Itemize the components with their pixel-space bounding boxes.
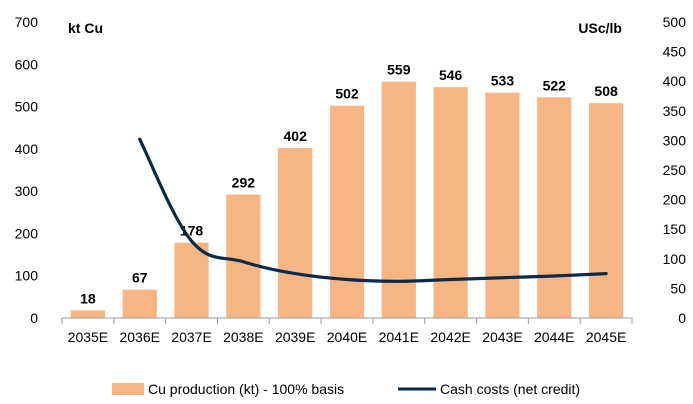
x-axis-tick-label: 2039E: [275, 329, 315, 345]
right-axis-tick-label: 150: [663, 221, 687, 237]
right-axis-unit-label: USc/lb: [578, 20, 622, 36]
left-axis-tick-label: 400: [15, 141, 39, 157]
x-axis-tick-label: 2045E: [586, 329, 626, 345]
x-axis-tick-label: 2040E: [327, 329, 367, 345]
bar-data-label: 546: [439, 67, 463, 83]
left-axis-tick-label: 0: [30, 310, 38, 326]
right-axis-ticks: 0 50 100 150 200 250 300 350 400 450 500: [663, 14, 687, 326]
bar-data-label: 522: [543, 77, 567, 93]
legend-swatch-bar: [112, 383, 144, 395]
bar: [278, 148, 313, 318]
bar-data-label: 402: [284, 128, 308, 144]
right-axis-tick-label: 400: [663, 73, 687, 89]
bar: [485, 92, 520, 318]
bar-data-label: 67: [132, 270, 148, 286]
right-axis-tick-label: 300: [663, 132, 687, 148]
right-axis-tick-label: 200: [663, 192, 687, 208]
x-axis-ticks: 2035E 2036E 2037E 2038E 2039E 2040E 2041E 2042E…: [61, 318, 633, 345]
bar: [70, 310, 106, 318]
x-axis-tick-label: 2037E: [171, 329, 211, 345]
x-axis-tick-label: 2038E: [223, 329, 263, 345]
bar-data-label: 502: [335, 86, 359, 102]
bar-data-label: 292: [232, 175, 256, 191]
bar: [226, 194, 261, 318]
left-axis-tick-label: 500: [15, 99, 39, 115]
bar: [433, 87, 468, 319]
bar: [537, 97, 572, 318]
left-axis-unit-label: kt Cu: [68, 20, 103, 36]
legend: Cu production (kt) - 100% basis Cash cos…: [112, 381, 580, 397]
line-series: [138, 137, 608, 283]
bar: [329, 105, 365, 319]
right-axis-tick-label: 100: [663, 251, 687, 267]
x-axis-tick-label: 2035E: [68, 329, 108, 345]
x-axis-tick-label: 2042E: [430, 329, 470, 345]
bar-data-label: 18: [80, 290, 96, 306]
bar-series: [70, 81, 624, 319]
right-axis-tick-label: 500: [663, 14, 687, 30]
left-axis-ticks: 0 100 200 300 400 500 600 700: [15, 14, 39, 326]
left-axis-tick-label: 600: [15, 56, 39, 72]
left-axis-tick-label: 200: [15, 225, 39, 241]
bar: [588, 103, 624, 318]
x-axis-tick-label: 2041E: [379, 329, 419, 345]
bar: [174, 242, 209, 318]
right-axis-tick-label: 0: [678, 310, 686, 326]
right-axis-tick-label: 50: [670, 280, 686, 296]
bar-data-label: 508: [594, 83, 618, 99]
x-axis-tick-label: 2036E: [119, 329, 159, 345]
right-axis-tick-label: 350: [663, 103, 687, 119]
right-axis-tick-label: 250: [663, 162, 687, 178]
x-axis-tick-label: 2043E: [482, 329, 522, 345]
left-axis-tick-label: 100: [15, 268, 39, 284]
left-axis-tick-label: 700: [15, 14, 39, 30]
legend-label-bar: Cu production (kt) - 100% basis: [148, 381, 344, 397]
right-axis-tick-label: 450: [663, 44, 687, 60]
left-axis-tick-label: 300: [15, 183, 39, 199]
bar: [381, 81, 416, 318]
legend-label-line: Cash costs (net credit): [440, 381, 580, 397]
x-axis-tick-label: 2044E: [534, 329, 574, 345]
bar-data-label: 559: [387, 62, 411, 78]
bar: [122, 289, 157, 318]
bar-data-label: 533: [491, 73, 515, 89]
cash-cost-line: [138, 137, 608, 283]
